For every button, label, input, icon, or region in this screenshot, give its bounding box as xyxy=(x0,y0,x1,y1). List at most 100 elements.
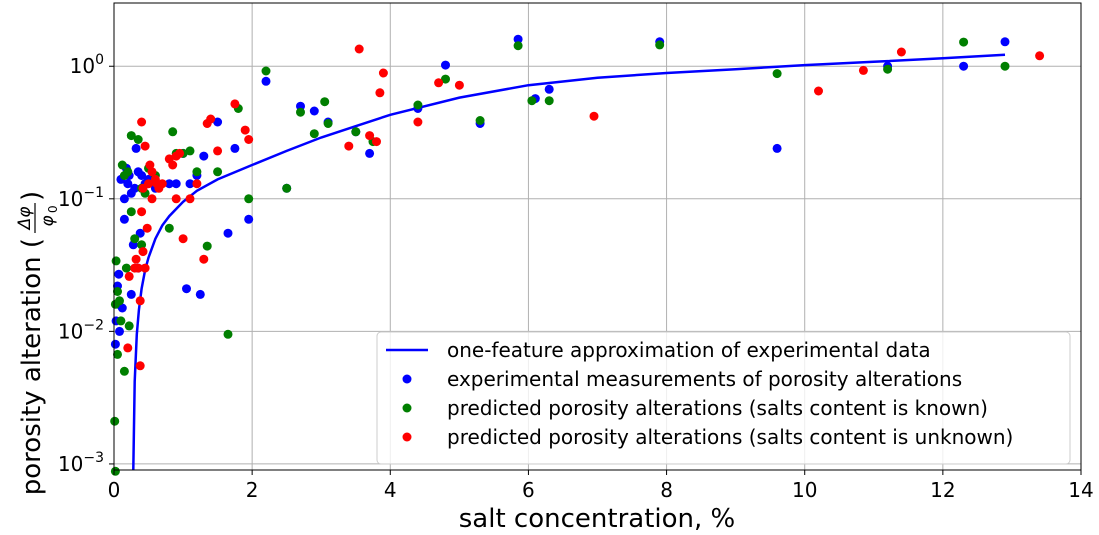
data-point xyxy=(113,349,122,359)
y-tick-label: 10−2 xyxy=(58,317,104,343)
data-point xyxy=(164,223,174,233)
data-point xyxy=(157,179,167,189)
data-point xyxy=(1000,37,1010,47)
data-point xyxy=(111,256,121,266)
data-point xyxy=(544,96,554,106)
y-axis-label-close: ) xyxy=(17,191,47,201)
data-point xyxy=(142,223,152,233)
y-axis-label-denominator-subscript: 0 xyxy=(46,205,60,213)
data-point xyxy=(589,111,599,121)
data-point xyxy=(195,289,205,299)
data-point xyxy=(192,167,202,177)
data-point xyxy=(145,160,155,170)
data-point xyxy=(171,194,181,204)
data-point xyxy=(213,167,223,177)
data-point xyxy=(858,65,868,75)
y-axis-label-denominator: φ xyxy=(38,215,58,227)
legend-dot-marker xyxy=(402,403,412,413)
y-tick-label: 100 xyxy=(70,52,104,78)
x-tick-label: 4 xyxy=(384,478,397,502)
data-point xyxy=(182,284,191,294)
legend-label: one-feature approximation of experimenta… xyxy=(447,338,931,362)
data-point xyxy=(513,41,523,51)
data-point xyxy=(117,160,127,170)
x-tick-label: 12 xyxy=(930,478,955,502)
data-point xyxy=(110,466,120,476)
data-point xyxy=(123,167,133,177)
data-point xyxy=(772,69,782,79)
data-point xyxy=(354,44,364,54)
data-point xyxy=(413,117,423,127)
data-point xyxy=(140,141,150,151)
legend-entries: one-feature approximation of experimenta… xyxy=(386,338,1013,449)
data-point xyxy=(137,207,147,217)
y-tick-label: 10−3 xyxy=(58,450,104,476)
legend-box xyxy=(376,331,1071,465)
legend-label: predicted porosity alterations (salts co… xyxy=(447,396,988,420)
data-point xyxy=(135,228,145,238)
data-point xyxy=(164,179,174,189)
data-point xyxy=(223,228,233,238)
data-point xyxy=(959,61,969,71)
x-tick-label: 10 xyxy=(792,478,817,502)
data-point xyxy=(199,151,209,161)
data-point xyxy=(144,179,153,189)
data-point xyxy=(110,339,120,349)
data-point xyxy=(213,117,223,127)
data-point xyxy=(126,131,136,141)
data-point xyxy=(365,148,375,158)
data-point xyxy=(372,137,381,147)
data-point xyxy=(441,60,450,70)
data-point xyxy=(131,143,141,153)
data-point xyxy=(185,146,195,156)
legend-label: experimental measurements of porosity al… xyxy=(447,367,962,391)
data-point xyxy=(261,66,271,76)
data-point xyxy=(206,114,216,124)
series-3-points xyxy=(123,44,1045,371)
data-point xyxy=(261,76,271,86)
data-point xyxy=(230,143,240,153)
data-point xyxy=(202,241,212,251)
data-point xyxy=(119,214,129,224)
data-point xyxy=(138,247,148,257)
data-point xyxy=(123,179,133,189)
data-point xyxy=(655,40,665,50)
data-point xyxy=(135,296,145,306)
data-point xyxy=(126,207,136,217)
data-point xyxy=(131,254,141,264)
data-point xyxy=(123,343,133,353)
data-point xyxy=(309,106,319,116)
data-point xyxy=(137,117,147,127)
data-point xyxy=(454,80,464,90)
data-point xyxy=(133,135,143,144)
data-point xyxy=(244,135,254,144)
plot-frame xyxy=(113,2,1082,471)
data-point xyxy=(113,287,122,296)
data-point xyxy=(147,194,157,204)
data-point xyxy=(1035,51,1045,61)
data-point xyxy=(223,329,233,339)
data-point xyxy=(959,37,969,47)
data-point xyxy=(192,179,202,189)
data-point xyxy=(130,183,140,193)
data-point xyxy=(114,269,124,279)
data-point xyxy=(230,99,240,109)
data-point xyxy=(185,179,195,189)
data-point xyxy=(119,194,129,204)
data-point xyxy=(133,263,143,273)
data-point xyxy=(124,271,134,281)
approximation-curve-layer xyxy=(132,53,1006,471)
data-point xyxy=(175,148,185,158)
legend: one-feature approximation of experimenta… xyxy=(376,331,1071,465)
legend-dot-marker xyxy=(402,432,412,442)
data-point xyxy=(137,240,147,250)
data-point xyxy=(121,263,131,273)
legend-dot-marker xyxy=(402,374,412,384)
data-point xyxy=(135,361,145,371)
data-point xyxy=(375,88,385,98)
data-point xyxy=(282,183,292,193)
data-point xyxy=(244,194,254,204)
x-tick-label: 14 xyxy=(1068,478,1093,502)
data-point xyxy=(240,125,250,135)
